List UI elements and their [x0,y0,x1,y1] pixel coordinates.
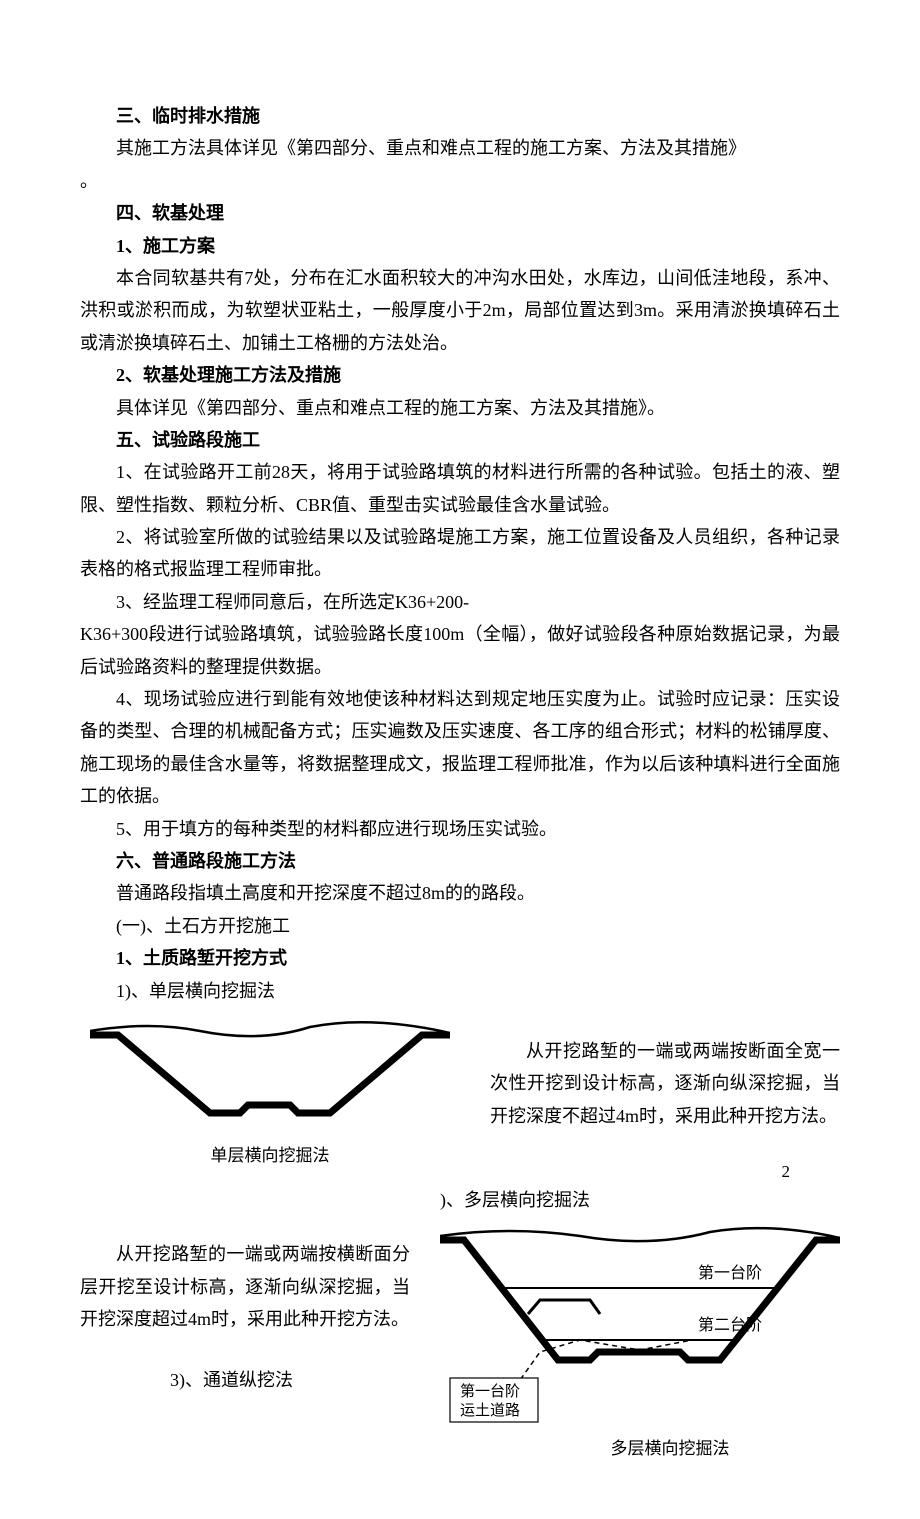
method2-row: )、多层横向挖掘法 [80,1184,840,1216]
figure2-caption: 多层横向挖掘法 [611,1434,730,1459]
heading-s3: 三、临时排水措施 [80,100,840,132]
figure2-row: 从开挖路堑的一端或两端按横断面分层开挖至设计标高，逐渐向纵深挖掘，当开挖深度超过… [80,1220,840,1459]
fig2-step1-label: 第一台阶 [698,1264,762,1282]
heading-s4: 四、软基处理 [80,197,840,229]
s6-p1: (一)、土石方开挖施工 [80,910,840,942]
figure1-desc-col: 从开挖路堑的一端或两端按断面全宽一次性开挖到设计标高，逐渐向纵深挖掘，当开挖深度… [490,1013,840,1150]
multi-layer-diagram: 第一台阶 第二台阶 第一台阶 运土道路 [440,1220,840,1430]
figure2-desc-col: 从开挖路堑的一端或两端按横断面分层开挖至设计标高，逐渐向纵深挖掘，当开挖深度超过… [80,1220,410,1396]
fig2-box2: 运土道路 [460,1402,520,1419]
figure2-col: 第一台阶 第二台阶 第一台阶 运土道路 多层横向挖掘法 [440,1220,840,1459]
method2-num: 2 [782,1162,791,1182]
document-page: 三、临时排水措施 其施工方法具体详见《第四部分、重点和难点工程的施工方案、方法及… [0,0,920,1519]
figure1-row: 单层横向挖掘法 从开挖路堑的一端或两端按断面全宽一次性开挖到设计标高，逐渐向纵深… [80,1013,840,1166]
s4-sub2: 2、软基处理施工方法及措施 [80,359,840,391]
s5-p4: 4、现场试验应进行到能有效地使该种材料达到规定地压实度为止。试验时应记录：压实设… [80,683,840,813]
s3-p1-tail: 。 [80,165,840,197]
s6-m2: )、多层横向挖掘法 [440,1184,840,1216]
heading-s6: 六、普通路段施工方法 [80,845,840,877]
s4-p2: 具体详见《第四部分、重点和难点工程的施工方案、方法及其措施》。 [80,392,840,424]
s4-p1: 本合同软基共有7处，分布在汇水面积较大的冲沟水田处，水库边，山间低洼地段，系冲、… [80,262,840,359]
s6-m1: 1)、单层横向挖掘法 [80,975,840,1007]
m2-desc: 从开挖路堑的一端或两端按横断面分层开挖至设计标高，逐渐向纵深挖掘，当开挖深度超过… [80,1238,410,1335]
figure1-caption: 单层横向挖掘法 [211,1141,330,1166]
s5-p5: 5、用于填方的每种类型的材料都应进行现场压实试验。 [80,813,840,845]
s6-m3: 3)、通道纵挖法 [80,1364,410,1396]
s6-sub1: 1、土质路堑开挖方式 [80,942,840,974]
m1-desc: 从开挖路堑的一端或两端按断面全宽一次性开挖到设计标高，逐渐向纵深挖掘，当开挖深度… [490,1035,840,1132]
s4-sub1: 1、施工方案 [80,230,840,262]
heading-s5: 五、试验路段施工 [80,424,840,456]
s5-p3a: 3、经监理工程师同意后，在所选定K36+200- [80,586,840,618]
fig2-box1: 第一台阶 [460,1382,520,1400]
s5-p2: 2、将试验室所做的试验结果以及试验路堤施工方案，施工位置设备及人员组织，各种记录… [80,521,840,586]
fig2-step2-label: 第二台阶 [698,1316,762,1334]
single-layer-diagram [90,1013,450,1133]
s3-p1: 其施工方法具体详见《第四部分、重点和难点工程的施工方案、方法及其措施》 [80,132,840,164]
figure1-col: 单层横向挖掘法 [80,1013,460,1166]
s5-p1: 1、在试验路开工前28天，将用于试验路填筑的材料进行所需的各种试验。包括土的液、… [80,456,840,521]
s5-p3b: K36+300段进行试验路填筑，试验验路长度100m（全幅），做好试验段各种原始… [80,618,840,683]
s6-p0: 普通路段指填土高度和开挖深度不超过8m的的路段。 [80,877,840,909]
